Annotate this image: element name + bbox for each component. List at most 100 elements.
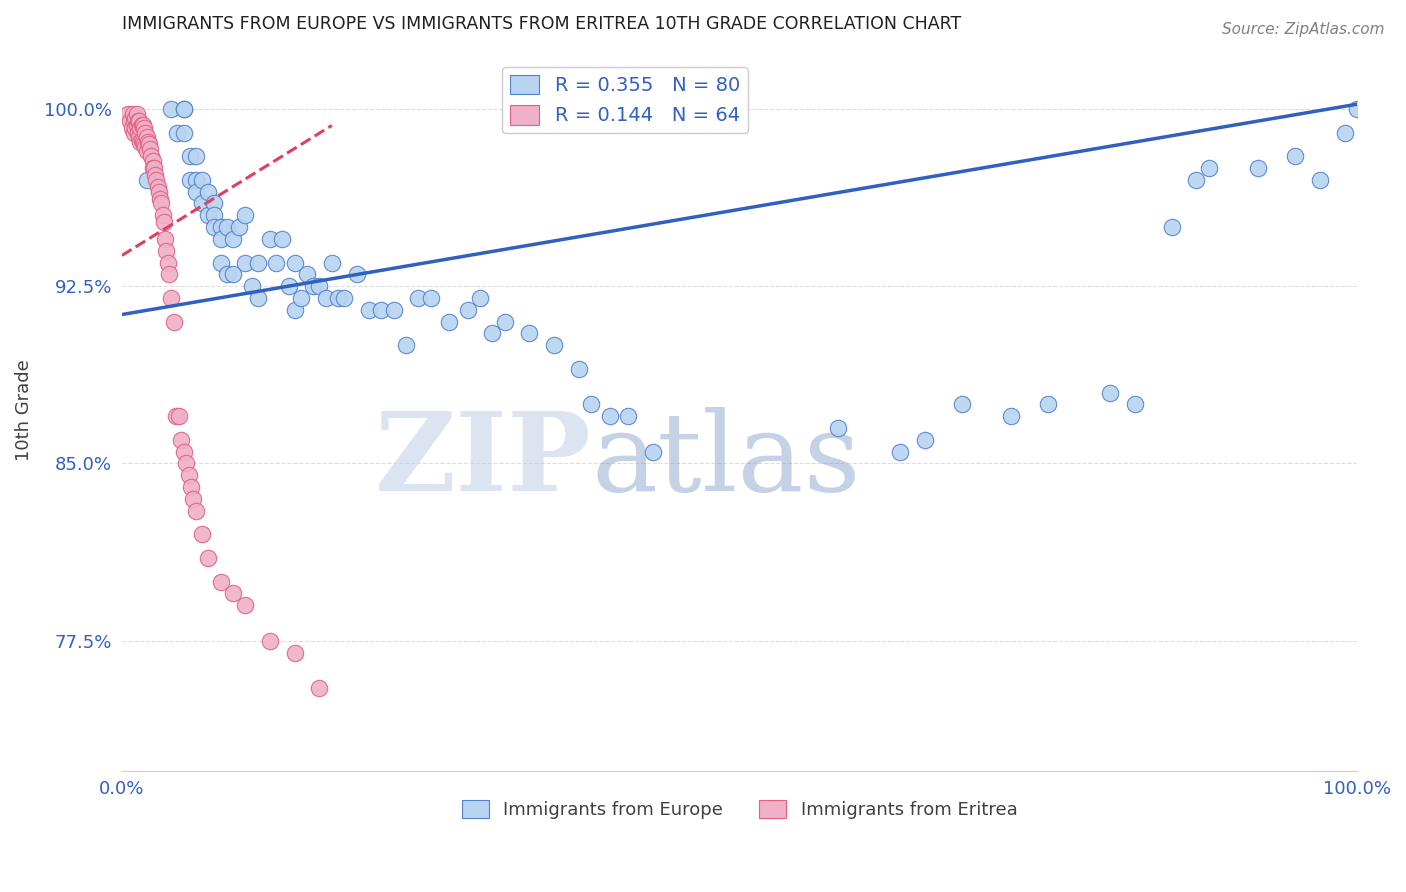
Point [135,130,157,145]
Point [136,135,159,149]
Point [197,208,219,222]
Point [127,126,149,140]
Point [177,468,200,483]
Point [204,208,226,222]
Point [889,444,911,458]
Point [197,551,219,566]
Point [160,102,183,116]
Point [209,232,232,246]
Point [259,232,281,246]
Point [259,633,281,648]
Point [191,173,214,187]
Point [519,326,541,341]
Point [127,113,149,128]
Point [1123,397,1146,411]
Point [457,302,479,317]
Point [215,220,238,235]
Point [131,119,153,133]
Point [148,185,170,199]
Point [1000,409,1022,424]
Point [143,168,166,182]
Point [240,279,263,293]
Point [129,120,152,135]
Point [235,208,257,222]
Point [166,126,188,140]
Point [129,135,152,149]
Point [1038,397,1060,411]
Point [125,119,148,133]
Point [1098,385,1121,400]
Point [128,113,150,128]
Point [950,397,973,411]
Point [264,255,287,269]
Point [1247,161,1270,175]
Point [184,185,207,199]
Point [284,255,307,269]
Point [617,409,640,424]
Point [173,102,195,116]
Point [142,161,165,175]
Point [149,192,172,206]
Point [641,444,664,458]
Point [167,409,190,424]
Point [370,302,392,317]
Point [117,106,139,120]
Point [122,113,145,128]
Point [579,397,602,411]
Text: ZIP: ZIP [374,408,591,514]
Point [246,255,269,269]
Text: IMMIGRANTS FROM EUROPE VS IMMIGRANTS FROM ERITREA 10TH GRADE CORRELATION CHART: IMMIGRANTS FROM EUROPE VS IMMIGRANTS FRO… [122,15,962,33]
Point [406,291,429,305]
Text: atlas: atlas [591,408,860,514]
Point [209,220,232,235]
Point [120,113,142,128]
Point [183,491,205,506]
Point [145,173,167,187]
Point [346,268,368,282]
Point [271,232,294,246]
Point [152,208,174,222]
Point [174,457,197,471]
Point [395,338,418,352]
Point [1309,173,1331,187]
Point [141,149,163,163]
Point [125,106,148,120]
Point [204,196,226,211]
Point [163,315,186,329]
Point [1333,126,1355,140]
Point [222,586,245,600]
Point [157,268,180,282]
Point [295,268,318,282]
Point [138,137,160,152]
Point [142,153,165,168]
Point [179,149,201,163]
Y-axis label: 10th Grade: 10th Grade [15,359,32,461]
Point [284,646,307,660]
Point [134,126,156,140]
Point [142,161,165,175]
Point [132,119,155,133]
Point [468,291,491,305]
Point [308,279,330,293]
Point [382,302,405,317]
Point [1346,102,1368,116]
Point [184,504,207,518]
Point [170,433,193,447]
Point [160,291,183,305]
Point [191,196,214,211]
Point [122,126,145,140]
Point [543,338,565,352]
Point [235,255,257,269]
Point [1198,161,1220,175]
Point [222,268,245,282]
Point [173,444,195,458]
Point [1284,149,1306,163]
Point [197,185,219,199]
Point [184,173,207,187]
Point [315,291,337,305]
Point [209,255,232,269]
Point [302,279,325,293]
Point [135,173,157,187]
Point [222,232,245,246]
Point [246,291,269,305]
